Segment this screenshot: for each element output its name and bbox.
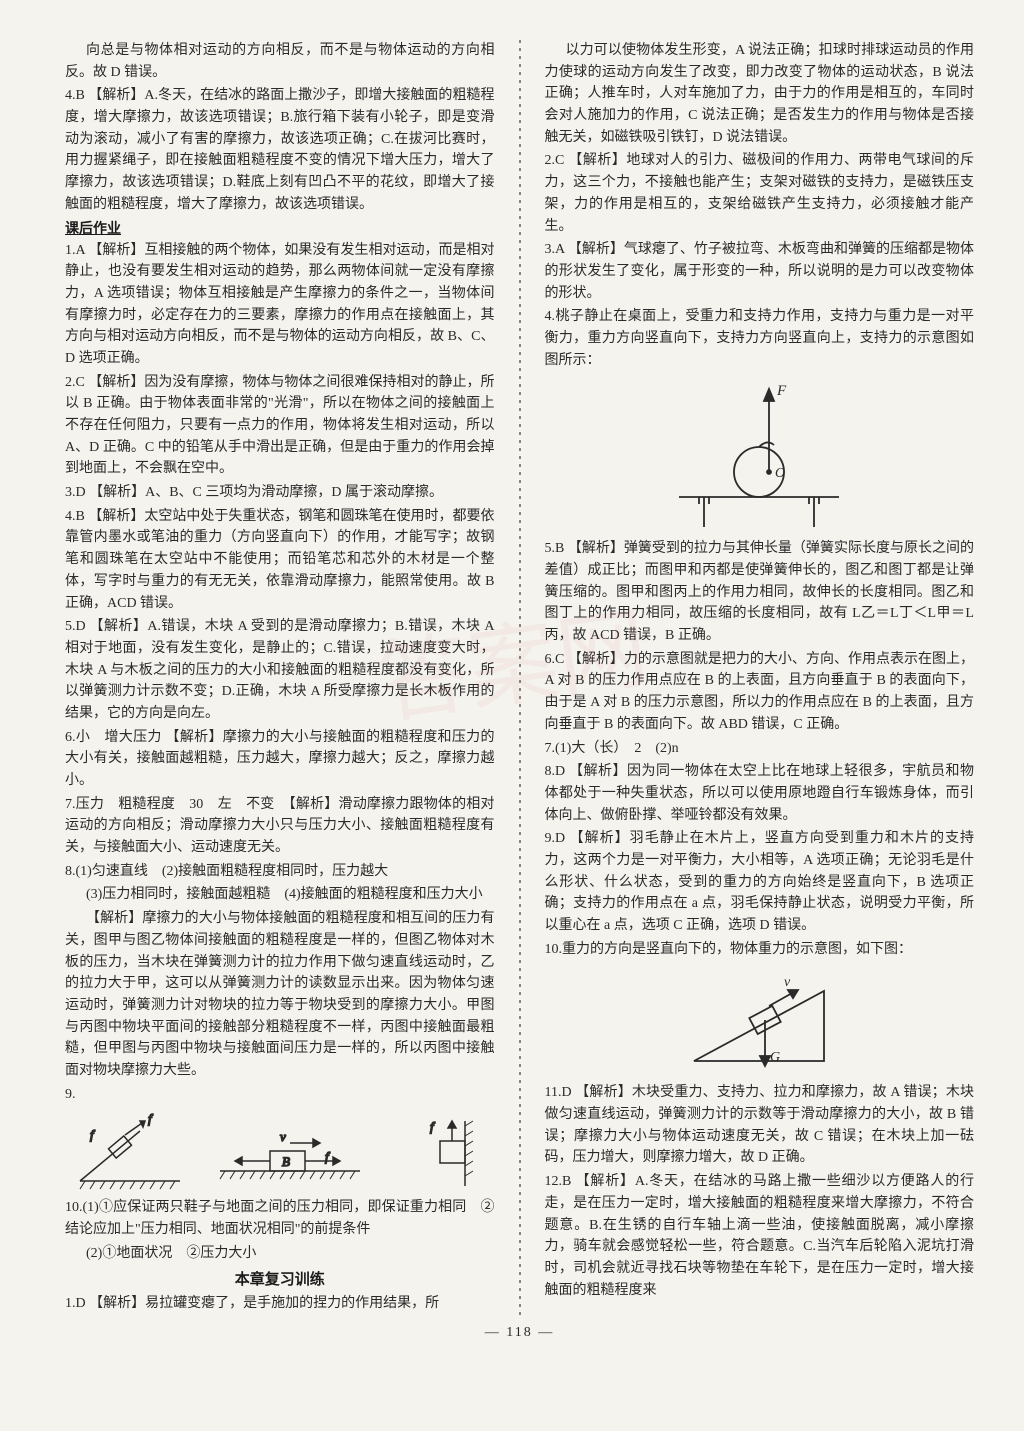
para: 1.A 【解析】互相接触的两个物体，如果没有发生相对运动，而是相对静止，也没有要… (65, 240, 495, 370)
section-kehou: 课后作业 (65, 218, 495, 238)
svg-text:f: f (148, 1111, 154, 1126)
column-divider (519, 40, 521, 1317)
page-number: — 118 — (65, 1325, 974, 1341)
para: 3.A 【解析】气球瘪了、竹子被拉弯、木板弯曲和弹簧的压缩都是物体的形状发生了变… (545, 239, 975, 304)
section-fuxi: 本章复习训练 (65, 1268, 495, 1289)
para: 向总是与物体相对运动的方向相反，而不是与物体运动的方向相反。故 D 错误。 (65, 40, 495, 83)
para: 7.(1)大（长） 2 (2)n (545, 738, 975, 760)
para: 4.B 【解析】太空站中处于失重状态，钢笔和圆珠笔在使用时，都要依靠管内墨水或笔… (65, 506, 495, 614)
para: 6.C 【解析】力的示意图就是把力的大小、方向、作用点表示在图上，A 对 B 的… (545, 649, 975, 736)
svg-text:B: B (282, 1154, 290, 1169)
para: 【解析】摩擦力的大小与物体接触面的粗糙程度和相互间的压力有关，图甲与图乙物体间接… (65, 908, 495, 1082)
para: 6.小 增大压力 【解析】摩擦力的大小与接触面的粗糙程度和压力的大小有关，接触面… (65, 727, 495, 792)
para: 10.(1)①应保证两只鞋子与地面之间的压力相同，即保证重力相同 ②结论应加上"… (65, 1197, 495, 1240)
para: 1.D 【解析】易拉罐变瘪了，是手施加的捏力的作用结果，所 (65, 1293, 495, 1315)
svg-text:F: F (776, 383, 787, 399)
para: 7.压力 粗糙程度 30 左 不变 【解析】滑动摩擦力跟物体的相对运动的方向相反… (65, 794, 495, 859)
para: 8.D 【解析】因为同一物体在太空上比在地球上轻很多，宇航员和物体都处于一种失重… (545, 761, 975, 826)
para: 8.(1)匀速直线 (2)接触面粗糙程度相同时，压力越大 (65, 861, 495, 883)
svg-text:f: f (430, 1119, 436, 1134)
para: 9.D 【解析】羽毛静止在木片上，竖直方向受到重力和木片的支持力，这两个力是一对… (545, 828, 975, 936)
svg-text:v: v (280, 1129, 286, 1144)
svg-text:O: O (775, 466, 785, 481)
para: 5.B 【解析】弹簧受到的拉力与其伸长量（弹簧实际长度与原长之间的差值）成正比；… (545, 538, 975, 646)
para: 3.D 【解析】A、B、C 三项均为滑动摩擦，D 属于滚动摩擦。 (65, 482, 495, 504)
svg-text:f: f (90, 1127, 96, 1142)
para: 10.重力的方向是竖直向下的，物体重力的示意图，如下图： (545, 939, 975, 961)
svg-text:v: v (784, 975, 791, 990)
para: 4.B 【解析】A.冬天，在结冰的路面上撒沙子，即增大接触面的粗糙程度，增大摩擦… (65, 85, 495, 215)
para: 以力可以使物体发生形变，A 说法正确；扣球时排球运动员的作用力使球的运动方向发生… (545, 40, 975, 148)
para: (2)①地面状况 ②压力大小 (65, 1243, 495, 1265)
right-column: 以力可以使物体发生形变，A 说法正确；扣球时排球运动员的作用力使球的运动方向发生… (545, 40, 975, 1317)
para: 9. (65, 1084, 495, 1106)
para: 11.D 【解析】木块受重力、支持力、拉力和摩擦力，故 A 错误；木块做匀速直线… (545, 1082, 975, 1169)
para: 2.C 【解析】因为没有摩擦，物体与物体之间很难保持相对的静止，所以 B 正确。… (65, 372, 495, 480)
para: 2.C 【解析】地球对人的引力、磁极间的作用力、两带电气球间的斥力，这三个力，不… (545, 150, 975, 237)
diagram-force-F: F O (545, 377, 975, 532)
para: 4.桃子静止在桌面上，受重力和支持力作用，支持力与重力是一对平衡力，重力方向竖直… (545, 306, 975, 371)
svg-text:G: G (770, 1050, 780, 1065)
content-columns: 向总是与物体相对运动的方向相反，而不是与物体运动的方向相反。故 D 错误。 4.… (65, 40, 974, 1317)
left-column: 向总是与物体相对运动的方向相反，而不是与物体运动的方向相反。故 D 错误。 4.… (65, 40, 495, 1317)
para: 5.D 【解析】A.错误，木块 A 受到的是滑动摩擦力；B.错误，木块 A 相对… (65, 616, 495, 724)
para: 12.B 【解析】A.冬天，在结冰的马路上撒一些细沙以方便路人的行走，是在压力一… (545, 1171, 975, 1301)
diagram-three-blocks: f f B (65, 1111, 495, 1191)
diagram-incline: v G (545, 966, 975, 1076)
para: (3)压力相同时，接触面越粗糙 (4)接触面的粗糙程度和压力大小 (65, 884, 495, 906)
